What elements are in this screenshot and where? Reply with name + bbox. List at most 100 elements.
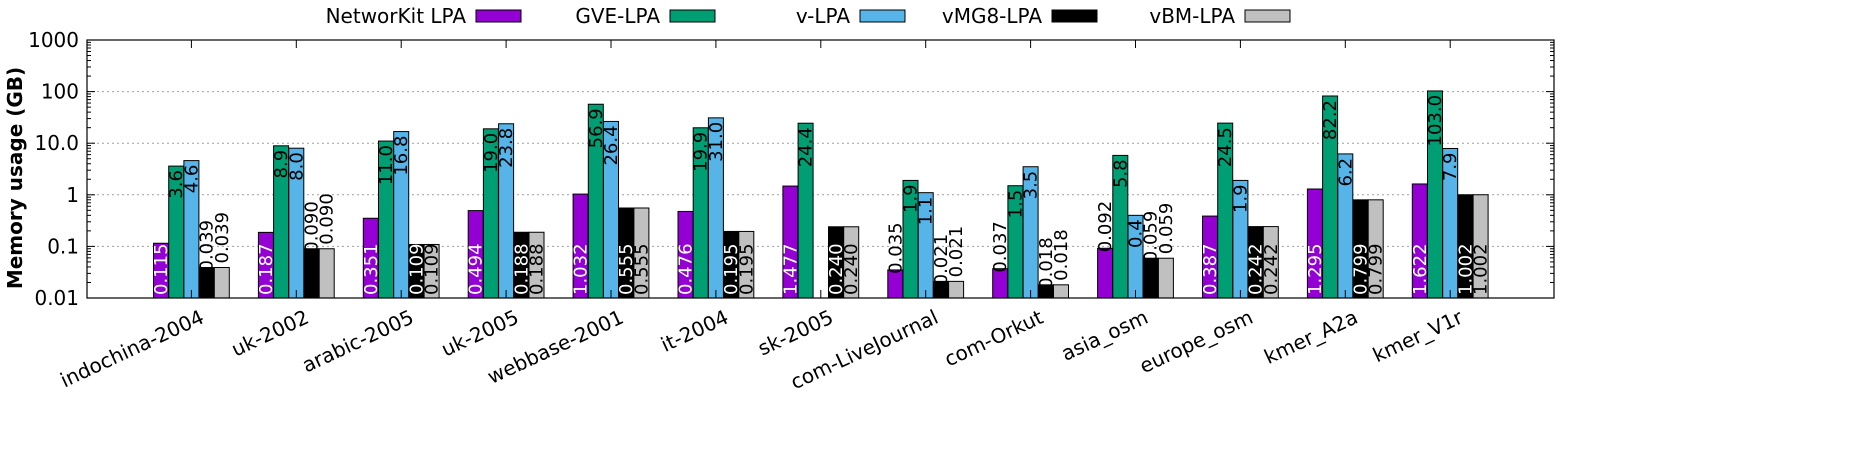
data-label: 0.090: [317, 193, 338, 245]
x-tick-label: uk-2002: [228, 305, 313, 362]
data-label: 0.242: [1261, 243, 1282, 295]
legend-swatch: [475, 9, 522, 23]
data-label: 0.018: [1036, 237, 1057, 289]
legend-label: vBM-LPA: [1149, 4, 1235, 28]
data-label: 1.622: [1410, 243, 1431, 295]
data-label: 0.188: [527, 243, 548, 295]
data-label: 0.240: [826, 243, 847, 295]
y-tick-label: 1000: [28, 28, 79, 52]
legend-swatch: [859, 9, 906, 23]
data-label: 1.032: [571, 243, 592, 295]
data-label: 7.9: [1440, 152, 1461, 181]
x-tick-label: kmer_V1r: [1369, 304, 1467, 367]
data-label: 0.059: [1141, 211, 1162, 263]
legend-label: GVE-LPA: [575, 4, 660, 28]
data-label: 56.9: [586, 108, 607, 148]
data-label: 1.002: [1455, 243, 1476, 295]
data-label: 3.5: [1021, 171, 1042, 200]
x-tick-label: kmer_A2a: [1260, 305, 1361, 369]
data-label: 82.2: [1320, 100, 1341, 140]
data-label: 19.9: [691, 132, 712, 172]
x-tick-label: it-2004: [657, 305, 732, 357]
data-label: 0.494: [466, 243, 487, 295]
data-label: 0.195: [721, 243, 742, 295]
data-label: 6.2: [1335, 158, 1356, 187]
bar-vmg8-lpa: [303, 248, 320, 299]
data-label: 16.8: [391, 136, 412, 176]
data-label: 0.195: [736, 243, 757, 295]
bar-vbm-lpa: [318, 248, 335, 299]
data-label: 0.4: [1126, 219, 1147, 248]
data-label: 24.4: [796, 127, 817, 167]
legend-label: NetworKit LPA: [326, 4, 467, 28]
y-tick-label: 0.01: [34, 286, 79, 310]
data-label: 103.0: [1425, 95, 1446, 147]
y-tick-label: 1: [66, 183, 79, 207]
data-label: 1.5: [1005, 190, 1026, 219]
data-label: 0.351: [361, 243, 382, 295]
data-label: 0.555: [631, 243, 652, 295]
data-label: 0.021: [931, 234, 952, 286]
plot-frame: [86, 39, 1555, 299]
data-label: 0.109: [406, 243, 427, 295]
x-tick-label: sk-2005: [754, 305, 837, 361]
bar-vbm-lpa: [1157, 257, 1174, 299]
data-label: 5.8: [1110, 159, 1131, 188]
legend: NetworKit LPA GVE-LPA v-LPA vMG8-LPA vBM-LPA: [326, 4, 1291, 28]
data-label: 0.090: [302, 201, 323, 253]
data-label: 24.5: [1215, 127, 1236, 167]
data-label: 1.477: [780, 243, 801, 295]
x-tick-label: uk-2005: [437, 305, 522, 362]
x-tick-label: com-Orkut: [941, 305, 1047, 372]
data-label: 0.187: [256, 243, 277, 295]
bar-networkit-lpa: [1097, 247, 1114, 299]
y-tick-label: 100: [41, 80, 79, 104]
data-label: 0.555: [616, 243, 637, 295]
legend-swatch: [669, 9, 716, 23]
data-label: 0.109: [422, 243, 443, 295]
data-label: 19.0: [481, 133, 502, 173]
legend-swatch: [1244, 9, 1291, 23]
data-label: 1.9: [901, 184, 922, 213]
data-label: 0.240: [841, 243, 862, 295]
data-label: 0.799: [1351, 243, 1372, 295]
data-label: 0.242: [1246, 243, 1267, 295]
data-label: 0.387: [1200, 243, 1221, 295]
data-label: 31.0: [706, 122, 727, 162]
legend-label: vMG8-LPA: [942, 4, 1042, 28]
data-label: 0.476: [676, 243, 697, 295]
data-label: 4.6: [181, 165, 202, 194]
data-labels: 0.1153.64.60.0390.0390.1878.98.00.0900.0…: [151, 95, 1492, 295]
x-tick-label: europe_osm: [1136, 305, 1257, 378]
data-label: 26.4: [601, 125, 622, 165]
data-label: 0.059: [1156, 203, 1177, 255]
data-label: 0.021: [946, 226, 967, 278]
data-label: 11.0: [376, 145, 397, 185]
legend-label: v-LPA: [796, 4, 850, 28]
data-label: 1.9: [1230, 184, 1251, 213]
data-label: 0.115: [151, 243, 172, 295]
legend-swatch: [1051, 9, 1098, 23]
y-tick-label: 0.1: [47, 234, 79, 258]
bar-vmg8-lpa: [1142, 257, 1159, 299]
data-label: 23.8: [496, 128, 517, 168]
data-label: 0.018: [1051, 229, 1072, 281]
data-label: 0.039: [197, 220, 218, 272]
data-label: 3.6: [166, 170, 187, 199]
data-label: 1.295: [1305, 243, 1326, 295]
data-label: 0.799: [1366, 243, 1387, 295]
data-label: 8.9: [271, 150, 292, 179]
data-label: 1.002: [1471, 243, 1492, 295]
data-label: 8.0: [286, 152, 307, 181]
data-label: 0.039: [212, 212, 233, 264]
data-label: 0.037: [990, 221, 1011, 273]
data-label: 0.035: [885, 222, 906, 274]
x-tick-label: indochina-2004: [56, 305, 207, 392]
y-tick-label: 10.0: [34, 131, 79, 155]
y-axis-label: Memory usage (GB): [3, 67, 27, 289]
x-tick-label: arabic-2005: [298, 305, 417, 378]
data-label: 0.188: [511, 243, 532, 295]
data-label: 0.092: [1095, 201, 1116, 253]
data-label: 1.1: [916, 197, 937, 226]
